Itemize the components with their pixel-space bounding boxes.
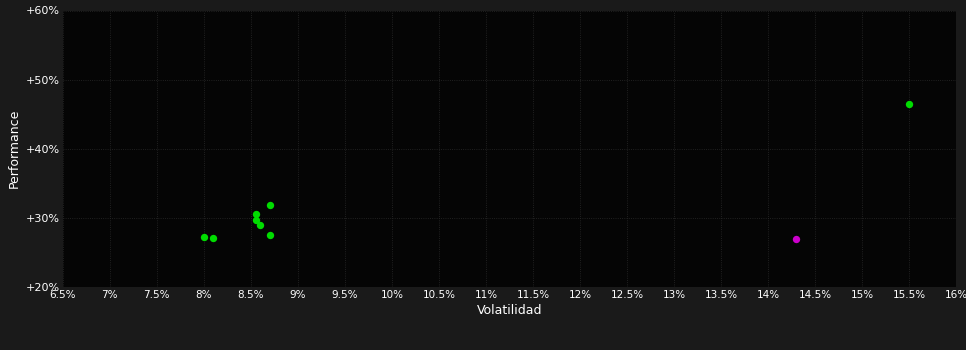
Point [252,223,268,228]
Point [262,203,277,208]
Point [901,101,917,107]
Point [248,217,264,223]
Point [248,212,264,217]
Point [196,234,212,239]
X-axis label: Volatilidad: Volatilidad [477,304,542,317]
Point [788,236,804,241]
Point [262,232,277,238]
Y-axis label: Performance: Performance [8,109,20,188]
Point [206,235,221,241]
